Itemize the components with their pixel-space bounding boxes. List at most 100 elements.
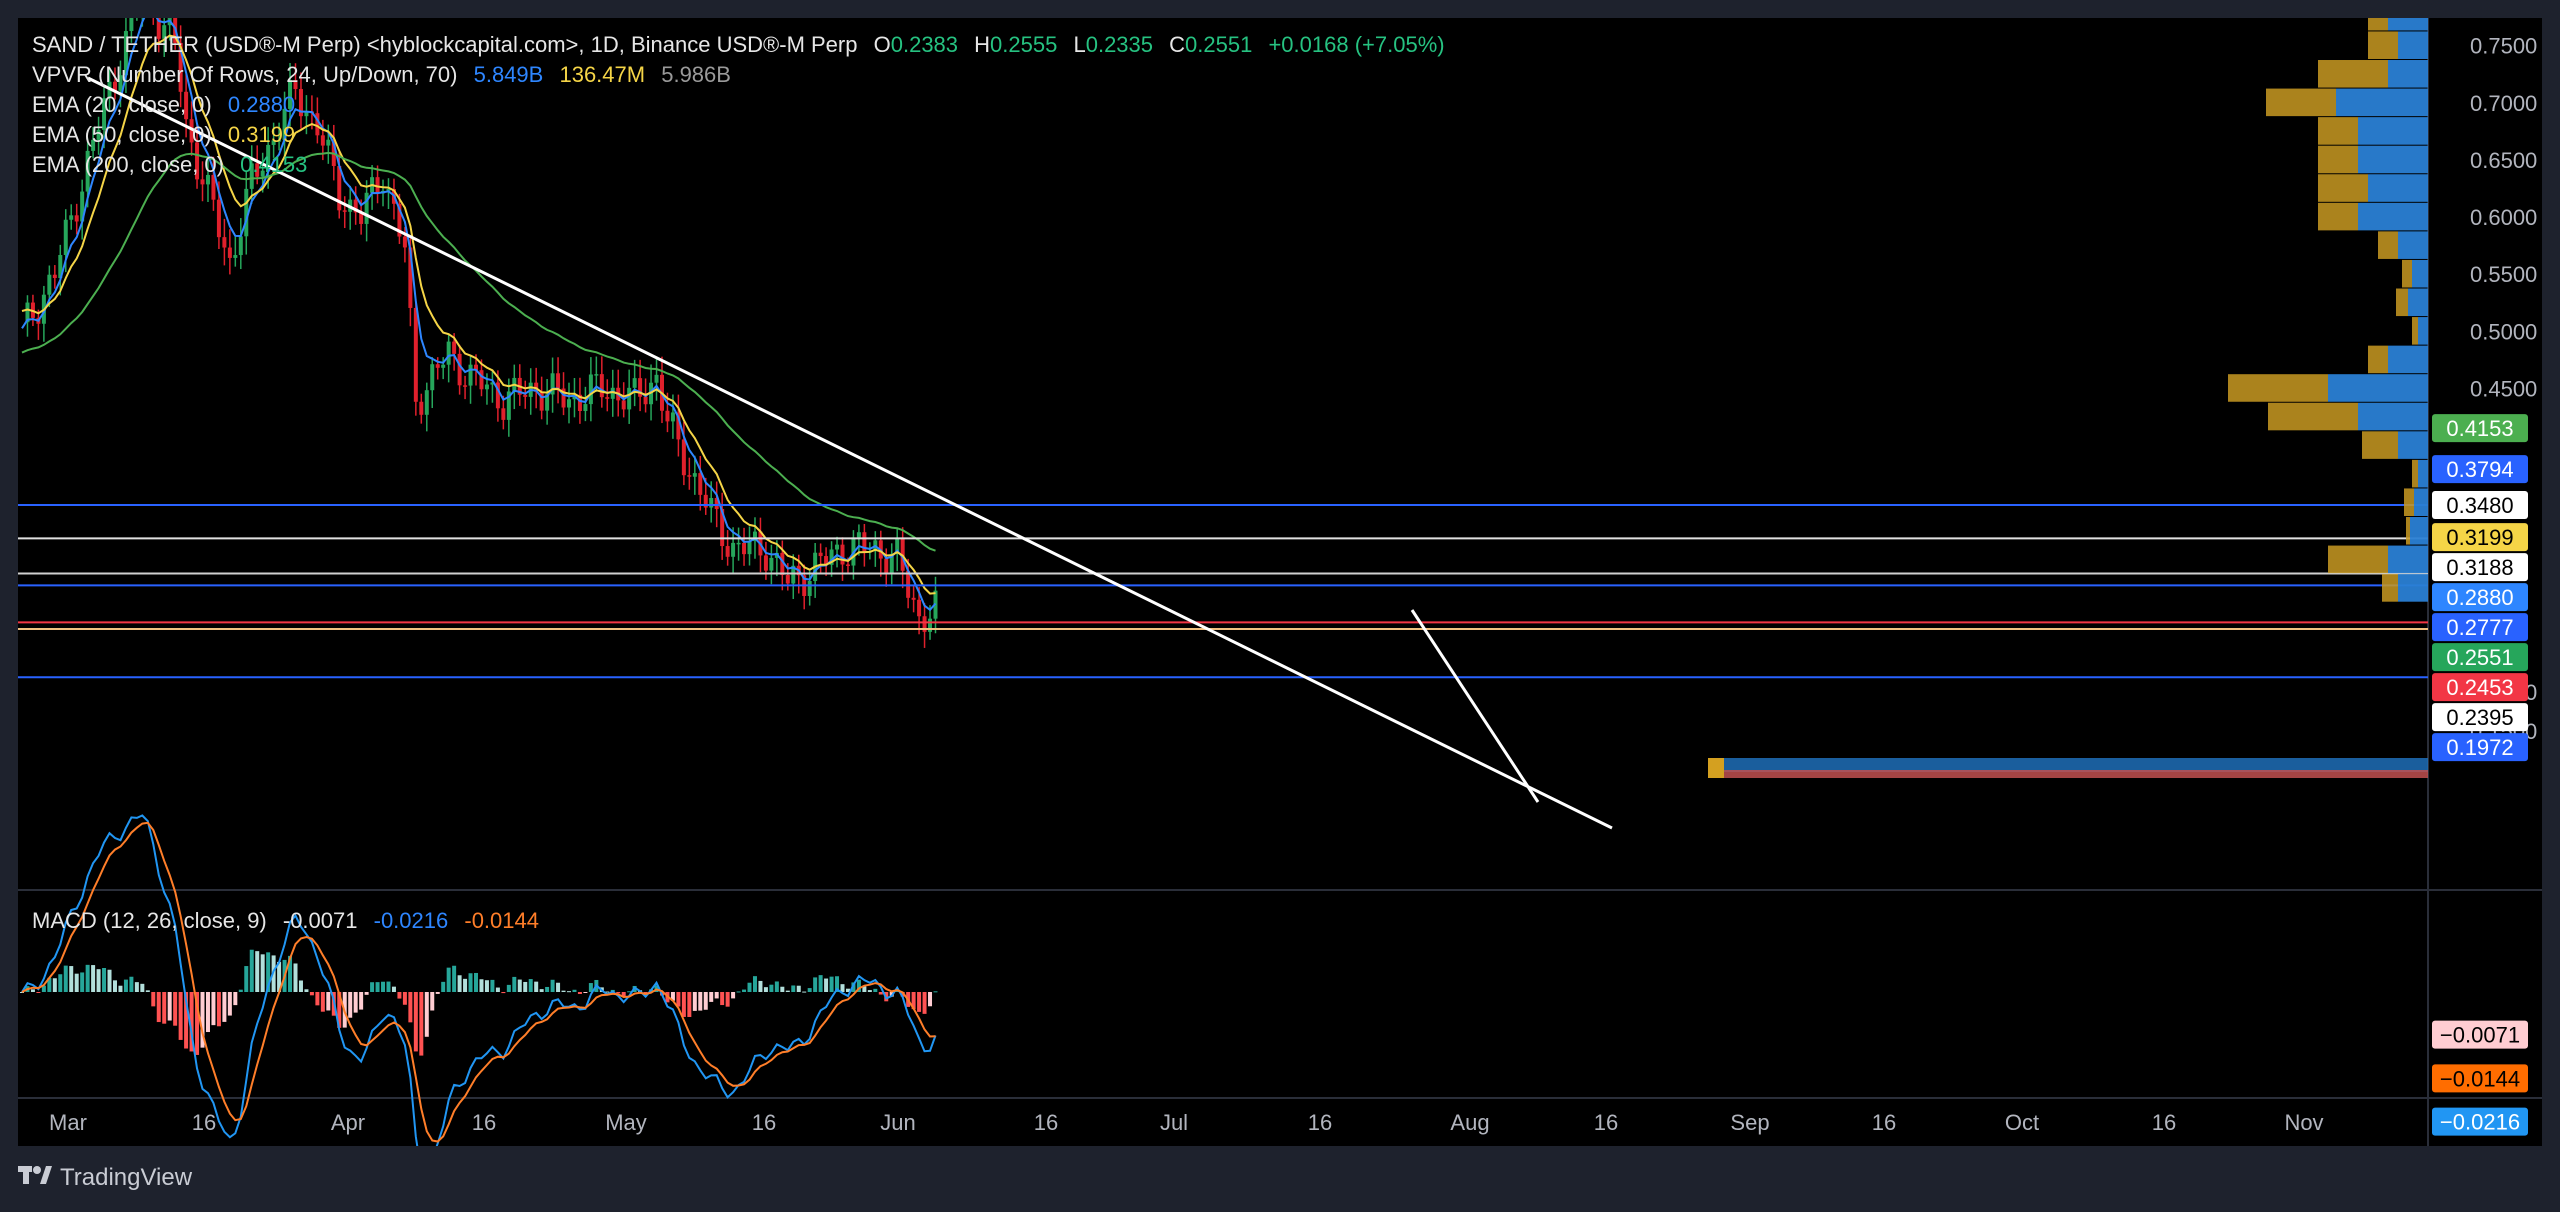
vpvr-down-bar xyxy=(2318,202,2358,231)
ema200-legend[interactable]: EMA (200, close, 0) 0.4153 xyxy=(32,150,317,180)
chart-canvas[interactable]: 0.90000.85000.80000.75000.70000.65000.60… xyxy=(18,18,2542,1146)
candle-body xyxy=(315,113,320,136)
candle-body xyxy=(479,370,484,390)
macd-histogram-bar xyxy=(845,988,850,992)
candle-body xyxy=(255,163,260,177)
macd-legend[interactable]: MACD (12, 26, close, 9) -0.0071 -0.0216 … xyxy=(32,906,549,936)
vpvr-down-bar xyxy=(2368,345,2388,374)
time-axis-label: Mar xyxy=(49,1110,87,1135)
macd-histogram-bar xyxy=(567,991,571,993)
candle-body xyxy=(238,236,243,256)
candle-body xyxy=(337,165,342,211)
macd-label[interactable]: MACD (12, 26, close, 9) xyxy=(32,908,267,933)
time-axis-label: 16 xyxy=(1034,1110,1058,1135)
price-badge: 0.2777 xyxy=(2446,615,2513,640)
vpvr-up-bar xyxy=(2336,88,2428,117)
macd-histogram-bar xyxy=(69,966,74,992)
candle-body xyxy=(80,191,85,222)
candle-body xyxy=(638,378,643,397)
candle-body xyxy=(835,544,840,550)
candle-body xyxy=(484,384,489,390)
macd-histogram-bar xyxy=(195,992,200,1055)
macd-histogram-bar xyxy=(277,961,282,992)
macd-histogram-bar xyxy=(402,992,407,1005)
vpvr-legend[interactable]: VPVR (Number Of Rows, 24, Up/Down, 70) 5… xyxy=(32,60,741,90)
candle-body xyxy=(769,557,774,571)
candle-body xyxy=(670,412,675,422)
macd-histogram-bar xyxy=(829,976,834,992)
price-scale-label: 0.6000 xyxy=(2470,205,2537,230)
symbol-legend[interactable]: SAND / TETHER (USD®-M Perp) <hyblockcapi… xyxy=(32,30,1455,60)
vpvr-down-bar xyxy=(2378,231,2398,259)
close-label: C xyxy=(1169,32,1186,57)
candle-body xyxy=(752,531,757,542)
vpvr-up-value: 5.849B xyxy=(473,62,544,87)
macd-histogram-bar xyxy=(134,982,139,992)
price-scale-label: 0.6500 xyxy=(2470,148,2537,173)
ema50-legend[interactable]: EMA (50, close, 0) 0.3199 xyxy=(32,120,305,150)
vpvr-down-bar xyxy=(2318,145,2358,174)
candle-body xyxy=(567,399,571,408)
macd-badge: −0.0144 xyxy=(2440,1066,2520,1091)
candle-body xyxy=(692,473,697,477)
candle-body xyxy=(353,199,358,213)
macd-histogram-bar xyxy=(720,992,725,1006)
macd-histogram-bar xyxy=(30,989,35,992)
candle-body xyxy=(52,274,57,279)
candle-body xyxy=(539,391,544,411)
open-value: 0.2383 xyxy=(890,32,959,57)
macd-histogram-bar xyxy=(167,992,172,1021)
vpvr-up-bar xyxy=(2398,431,2428,459)
candle-body xyxy=(189,119,194,143)
candle-body xyxy=(594,374,599,376)
candle-body xyxy=(917,599,922,617)
candle-body xyxy=(523,394,528,397)
vpvr-up-bar xyxy=(2414,488,2428,517)
candle-body xyxy=(326,139,331,146)
macd-histogram-bar xyxy=(791,985,796,992)
macd-histogram-bar xyxy=(118,985,123,992)
tradingview-logo[interactable]: TradingView xyxy=(18,1162,192,1193)
ema50-line xyxy=(21,34,936,595)
macd-histogram-bar xyxy=(80,972,85,992)
high-value: 0.2555 xyxy=(990,32,1058,57)
candle-body xyxy=(74,215,79,222)
close-value: 0.2551 xyxy=(1185,32,1253,57)
ema50-label[interactable]: EMA (50, close, 0) xyxy=(32,122,212,147)
macd-histogram-bar xyxy=(63,965,68,992)
candle-body xyxy=(588,374,593,405)
tradingview-brand: TradingView xyxy=(60,1163,193,1191)
ema200-label[interactable]: EMA (200, close, 0) xyxy=(32,152,224,177)
open-label: O xyxy=(873,32,891,57)
chart-area[interactable]: 0.90000.85000.80000.75000.70000.65000.60… xyxy=(18,18,2542,1146)
macd-histogram-bar xyxy=(873,988,878,992)
macd-histogram-bar xyxy=(348,992,353,1018)
macd-histogram-bar xyxy=(676,992,681,1007)
macd-histogram-bar xyxy=(627,991,632,993)
macd-histogram-bar xyxy=(47,977,52,992)
candle-body xyxy=(156,18,161,39)
low-value: 0.2335 xyxy=(1085,32,1154,57)
vpvr-up-bar xyxy=(2358,117,2428,145)
macd-histogram-bar xyxy=(288,955,293,992)
candle-body xyxy=(227,247,232,258)
candle-body xyxy=(298,89,303,117)
ema20-label[interactable]: EMA (20, close, 0) xyxy=(32,92,212,117)
ema20-legend[interactable]: EMA (20, close, 0) 0.2880 xyxy=(32,90,305,120)
price-badge-bg xyxy=(2432,553,2528,582)
low-label: L xyxy=(1073,32,1086,57)
candle-body xyxy=(725,546,730,557)
macd-histogram-bar xyxy=(222,992,227,1022)
price-badge: 0.2395 xyxy=(2446,705,2513,730)
vpvr-up-bar xyxy=(2368,174,2428,202)
price-badge-bg xyxy=(2432,673,2528,702)
macd-histogram-bar xyxy=(714,992,719,999)
macd-histogram-bar xyxy=(140,983,145,992)
macd-histogram-bar xyxy=(605,991,610,993)
candle-body xyxy=(112,81,117,91)
candle-body xyxy=(599,374,604,398)
vpvr-label[interactable]: VPVR (Number Of Rows, 24, Up/Down, 70) xyxy=(32,62,458,87)
macd-histogram-bar xyxy=(534,981,539,992)
symbol-title[interactable]: SAND / TETHER (USD®-M Perp) <hyblockcapi… xyxy=(32,32,858,57)
candle-body xyxy=(211,174,216,200)
